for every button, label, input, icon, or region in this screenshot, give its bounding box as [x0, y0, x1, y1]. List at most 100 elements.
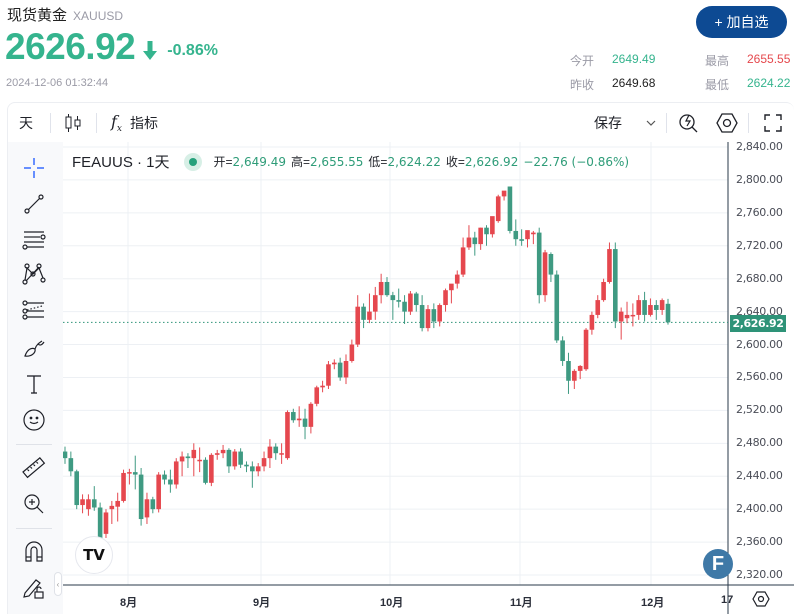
price-tick: 2,800.00 — [736, 172, 783, 186]
zoom-in-tool[interactable] — [20, 490, 48, 518]
candle — [214, 449, 220, 460]
horizontal-lines-tool[interactable] — [20, 226, 48, 254]
chevron-down-icon — [646, 120, 656, 126]
price-tick: 2,640.00 — [736, 304, 783, 318]
candle — [349, 339, 355, 363]
candle — [203, 457, 208, 485]
chart-legend: FEAUUS · 1天 开= 2,649.49 高= 2,655.55 低= 2,62… — [72, 151, 634, 172]
candle — [68, 451, 74, 477]
quick-search-button[interactable] — [678, 103, 700, 143]
candle — [220, 444, 226, 459]
high-value: 2655.55 — [747, 52, 791, 66]
candle — [226, 448, 232, 473]
candle — [613, 242, 618, 329]
price-tick: 2,520.00 — [736, 403, 783, 417]
candlestick-chart[interactable] — [63, 142, 794, 614]
candle — [302, 408, 308, 440]
pattern-tool[interactable] — [20, 260, 48, 288]
time-tick: 10月 — [380, 597, 404, 609]
candle — [402, 295, 407, 324]
emoji-icon — [23, 409, 45, 431]
indicators-button[interactable]: fx 指标 — [111, 103, 158, 143]
chart-type-button[interactable] — [64, 103, 82, 143]
divider — [96, 113, 97, 133]
fib-tool[interactable] — [20, 296, 48, 324]
candle — [209, 453, 214, 487]
time-tick: 8月 — [120, 597, 138, 609]
brush-tool[interactable] — [20, 334, 48, 362]
candle — [103, 509, 109, 538]
close-key: 收= — [445, 155, 465, 169]
lock-drawing-icon — [23, 579, 44, 599]
candle — [390, 291, 396, 320]
tradingview-logo[interactable]: TV — [75, 536, 113, 574]
candle — [238, 448, 243, 469]
fullscreen-button[interactable] — [764, 103, 782, 143]
ruler-tool[interactable] — [20, 454, 48, 482]
collapse-toolbar-button[interactable]: ‹ — [54, 572, 62, 596]
candle — [320, 380, 325, 393]
settings-button[interactable] — [716, 103, 738, 143]
candle — [454, 270, 460, 289]
candle — [162, 470, 167, 485]
instrument-name: 现货黄金 — [7, 7, 68, 24]
candle — [74, 469, 80, 510]
candle — [250, 461, 255, 488]
candle — [548, 252, 554, 282]
price-tick: 2,840.00 — [736, 140, 783, 153]
candle — [150, 496, 156, 514]
candle — [185, 453, 191, 469]
time-tick: 17 — [721, 594, 734, 606]
candle — [279, 443, 284, 464]
candle — [144, 492, 150, 524]
price-tick: 2,560.00 — [736, 370, 783, 384]
lock-drawing-tool[interactable] — [20, 574, 48, 602]
candle — [179, 451, 185, 477]
candle — [86, 494, 91, 516]
save-menu-button[interactable] — [646, 103, 656, 143]
candle — [653, 300, 659, 320]
drawing-toolbar — [7, 142, 63, 614]
last-price: 2626.92 — [5, 26, 136, 67]
open-label: 今开 — [570, 54, 595, 68]
trendline-tool[interactable] — [20, 190, 48, 218]
candle — [542, 249, 548, 302]
axis-settings-button[interactable] — [752, 591, 770, 612]
candle — [630, 303, 636, 327]
candle — [367, 293, 372, 324]
price-tick: 2,600.00 — [736, 337, 783, 351]
instrument-title: 现货黄金 XAUUSD — [7, 4, 123, 25]
horizontal-lines-icon — [22, 231, 46, 250]
candle — [589, 311, 595, 335]
candle — [425, 305, 431, 332]
candle — [460, 237, 466, 278]
add-watchlist-button[interactable]: + 加自选 — [696, 6, 787, 38]
candle — [437, 303, 442, 327]
low-value: 2624.22 — [747, 76, 791, 90]
ruler-icon — [22, 457, 46, 479]
candle — [267, 439, 273, 469]
candle — [466, 225, 472, 250]
candle — [384, 277, 390, 297]
save-button[interactable]: 保存 — [594, 115, 622, 131]
candle — [314, 385, 320, 407]
emoji-tool[interactable] — [20, 406, 48, 434]
instrument-symbol: XAUUSD — [73, 9, 124, 23]
candle — [519, 229, 524, 246]
candle — [291, 408, 296, 423]
change-value: −22.76 (−0.86%) — [523, 154, 630, 169]
interval-button[interactable]: 天 — [19, 115, 33, 131]
candle — [138, 468, 144, 526]
candle — [419, 295, 425, 332]
candle — [478, 227, 483, 250]
magnet-tool[interactable] — [20, 538, 48, 566]
open-value: 2649.49 — [612, 52, 656, 66]
candle — [332, 359, 337, 370]
f-badge-icon[interactable]: F — [703, 549, 733, 579]
candle — [355, 295, 361, 348]
zoom-in-icon — [24, 494, 44, 514]
candle — [642, 291, 647, 322]
candle — [501, 190, 507, 201]
text-tool[interactable] — [20, 370, 48, 398]
crosshair-tool[interactable] — [20, 154, 48, 182]
